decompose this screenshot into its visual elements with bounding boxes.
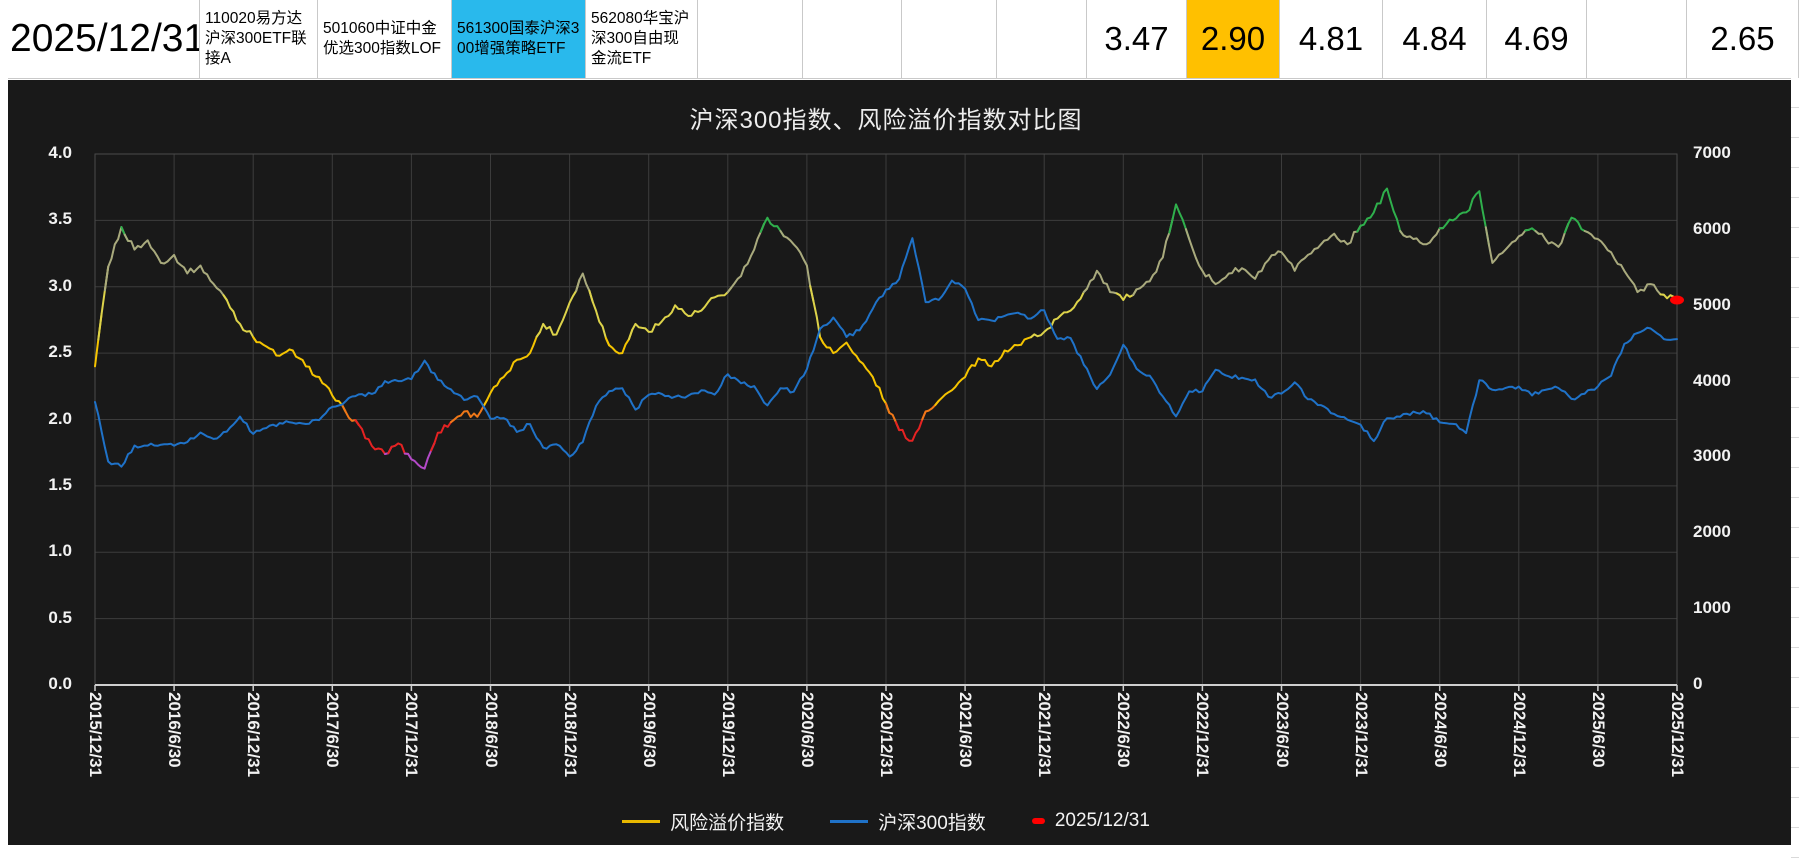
right-axis-tick-3000: 3000 [1693, 446, 1731, 466]
header-cell-110020-300ETF-A[interactable]: 110020易方达沪深300ETF联接A [200, 0, 318, 78]
legend-item-current-date[interactable]: 2025/12/31 [1031, 810, 1150, 832]
x-axis-tick-2022-6-30: 2022/6/30 [1114, 692, 1134, 768]
legend-label: 沪深300指数 [878, 812, 986, 834]
header-cell-2.90[interactable]: 2.90 [1187, 0, 1280, 78]
header-cell-4.81[interactable]: 4.81 [1280, 0, 1383, 78]
chart-area[interactable]: 沪深300指数、风险溢价指数对比图 0.0 0.5 1.0 1.5 2.0 2.5 3.0 3… [8, 80, 1791, 845]
x-axis-tick-2020-6-30: 2020/6/30 [797, 692, 817, 768]
x-axis-tick-2017-12-31: 2017/12/31 [402, 692, 422, 778]
header-cell-empty-7[interactable] [902, 0, 997, 78]
left-axis-tick-2.5: 2.5 [48, 342, 72, 362]
right-axis-tick-4000: 4000 [1693, 370, 1731, 390]
x-axis-tick-2025-12-31: 2025/12/31 [1668, 692, 1687, 778]
left-axis-tick-0.0: 0.0 [48, 674, 72, 693]
legend-label: 2025/12/31 [1054, 810, 1150, 831]
x-axis-tick-2019-6-30: 2019/6/30 [639, 692, 659, 768]
header-cell-empty-8[interactable] [997, 0, 1087, 78]
chart-legend: 风险溢价指数 沪深300指数 2025/12/31 [8, 806, 1764, 836]
header-cell-562080-300-ETF[interactable]: 562080华宝沪深300自由现金流ETF [586, 0, 698, 78]
x-axis-tick-2024-6-30: 2024/6/30 [1430, 692, 1450, 768]
header-cell-501060-300-LOF[interactable]: 501060中证中金优选300指数LOF [318, 0, 452, 78]
x-axis-tick-2021-12-31: 2021/12/31 [1035, 692, 1055, 778]
right-axis-tick-5000: 5000 [1693, 294, 1731, 314]
x-axis-tick-2016-12-31: 2016/12/31 [244, 692, 264, 778]
legend-item-csi300[interactable]: 沪深300指数 [830, 808, 986, 835]
left-axis-tick-1.0: 1.0 [48, 541, 72, 561]
x-axis-tick-2015-12-31: 2015/12/31 [86, 692, 105, 778]
header-cell-2.65[interactable]: 2.65 [1687, 0, 1799, 78]
csi300-line-swatch [830, 819, 869, 823]
left-axis-tick-3.0: 3.0 [48, 275, 72, 295]
header-cell-4.69[interactable]: 4.69 [1487, 0, 1587, 78]
sheet-right-margin [1791, 78, 1799, 860]
legend-item-risk-premium[interactable]: 风险溢价指数 [622, 808, 784, 835]
x-axis-tick-2025-6-30: 2025/6/30 [1588, 692, 1608, 768]
x-axis-tick-2022-12-31: 2022/12/31 [1193, 692, 1213, 778]
current-date-dot-swatch [1031, 818, 1045, 824]
header-cell-empty-14[interactable] [1587, 0, 1687, 78]
right-axis-tick-1000: 1000 [1693, 598, 1731, 618]
x-axis-tick-2024-12-31: 2024/12/31 [1509, 692, 1529, 778]
header-cell-3.47[interactable]: 3.47 [1087, 0, 1187, 78]
x-axis-tick-2018-12-31: 2018/12/31 [560, 692, 580, 778]
current-value-dot [1670, 295, 1684, 305]
x-axis-tick-2016-6-30: 2016/6/30 [165, 692, 185, 768]
sheet-bottom-margin [0, 845, 1791, 860]
right-axis-tick-6000: 6000 [1693, 218, 1731, 238]
x-axis-tick-2019-12-31: 2019/12/31 [718, 692, 738, 778]
sheet-left-margin [0, 78, 8, 845]
x-axis-tick-2020-12-31: 2020/12/31 [877, 692, 896, 778]
x-axis-tick-2017-6-30: 2017/6/30 [323, 692, 343, 768]
x-axis-tick-2021-6-30: 2021/6/30 [956, 692, 976, 768]
left-axis-tick-0.5: 0.5 [48, 607, 72, 627]
header-cell-561300-300-ETF[interactable]: 561300国泰沪深300增强策略ETF [452, 0, 586, 78]
left-axis-tick-4.0: 4.0 [48, 143, 72, 162]
header-cell-empty-5[interactable] [698, 0, 803, 78]
header-cell-2025-12-31[interactable]: 2025/12/31 [0, 0, 200, 78]
left-axis-tick-1.5: 1.5 [48, 474, 72, 494]
right-axis-tick-0: 0 [1693, 674, 1703, 693]
plot-canvas [94, 153, 1684, 691]
right-axis-tick-7000: 7000 [1693, 143, 1731, 162]
chart-title[interactable]: 沪深300指数、风险溢价指数对比图 [689, 107, 1083, 134]
x-axis-tick-2018-6-30: 2018/6/30 [481, 692, 501, 768]
right-axis-tick-2000: 2000 [1693, 522, 1731, 542]
left-axis-tick-2.0: 2.0 [48, 408, 72, 428]
x-axis-tick-2023-12-31: 2023/12/31 [1351, 692, 1371, 778]
header-cell-4.84[interactable]: 4.84 [1383, 0, 1487, 78]
left-axis-tick-3.5: 3.5 [48, 209, 72, 229]
spreadsheet-header-row: 2025/12/31 110020易方达沪深300ETF联接A 501060中证中金… [0, 0, 1799, 79]
legend-label: 风险溢价指数 [670, 812, 785, 834]
header-cell-empty-6[interactable] [803, 0, 902, 78]
x-axis-tick-2023-6-30: 2023/6/30 [1272, 692, 1292, 768]
risk-premium-line-swatch [622, 819, 661, 823]
